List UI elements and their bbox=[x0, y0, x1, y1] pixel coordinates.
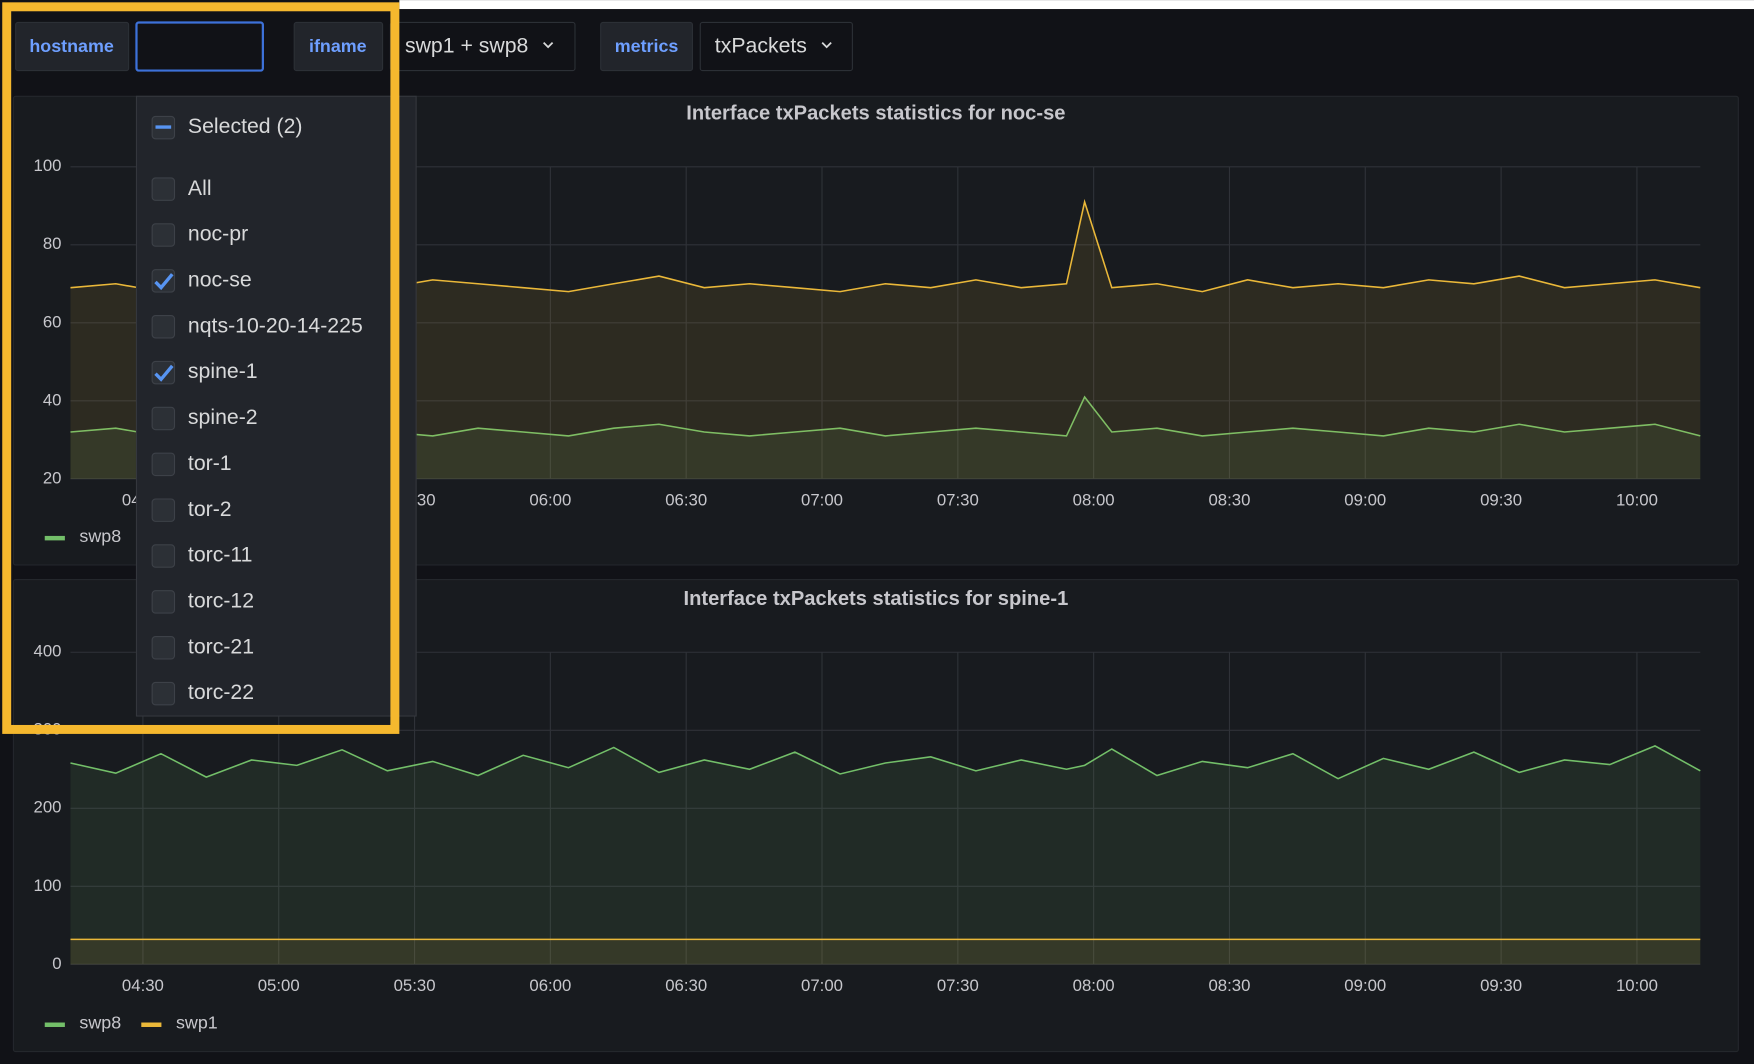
toolbar: hostname ifname swp1 + swp8 metrics txPa… bbox=[16, 22, 853, 70]
option-checkbox[interactable] bbox=[152, 316, 174, 338]
x-tick-label: 07:30 bbox=[937, 976, 979, 995]
option-checkbox[interactable] bbox=[152, 453, 174, 475]
option-label[interactable]: spine-2 bbox=[188, 405, 258, 429]
legend-swatch bbox=[45, 1023, 65, 1027]
dropdown-header: Selected (2) bbox=[188, 114, 303, 138]
option-label[interactable]: torc-12 bbox=[188, 589, 254, 613]
option-checkbox[interactable] bbox=[152, 545, 174, 567]
x-tick-label: 08:30 bbox=[1208, 491, 1250, 510]
y-tick-label: 100 bbox=[34, 876, 62, 895]
x-tick-label: 09:30 bbox=[1480, 976, 1522, 995]
dropdown: Selected (2) All noc-pr noc-se nqts-10-20-1… bbox=[136, 96, 416, 716]
x-tick-label: 09:00 bbox=[1344, 976, 1386, 995]
series-area bbox=[70, 746, 1700, 964]
option-checkbox[interactable] bbox=[152, 637, 174, 659]
x-tick-label: 07:00 bbox=[801, 976, 843, 995]
x-tick-label: 08:30 bbox=[1208, 976, 1250, 995]
header-dash bbox=[155, 125, 171, 128]
y-tick-label: 60 bbox=[43, 312, 62, 331]
x-tick-label: 06:30 bbox=[665, 491, 707, 510]
y-tick-label: 20 bbox=[43, 468, 62, 487]
x-tick-label: 08:00 bbox=[1073, 976, 1115, 995]
metrics-label: metrics bbox=[615, 36, 679, 56]
x-tick-label: 09:30 bbox=[1480, 491, 1522, 510]
option-checkbox[interactable] bbox=[152, 361, 174, 383]
legend-label: swp8 bbox=[79, 526, 121, 546]
option-checkbox[interactable] bbox=[152, 407, 174, 429]
y-tick-label: 100 bbox=[34, 156, 62, 175]
metrics-value: txPackets bbox=[715, 34, 807, 58]
x-tick-label: 08:00 bbox=[1073, 491, 1115, 510]
x-tick-label: 10:00 bbox=[1616, 491, 1658, 510]
y-tick-label: 200 bbox=[34, 798, 62, 817]
x-tick-label: 10:00 bbox=[1616, 976, 1658, 995]
chart-title: Interface txPackets statistics for noc-s… bbox=[686, 103, 1065, 125]
y-tick-label: 40 bbox=[43, 390, 62, 409]
option-label[interactable]: tor-1 bbox=[188, 451, 232, 475]
option-label[interactable]: noc-pr bbox=[188, 222, 248, 246]
x-tick-label: 06:00 bbox=[529, 491, 571, 510]
option-checkbox[interactable] bbox=[152, 224, 174, 246]
series-area bbox=[70, 939, 1700, 964]
x-tick-label: 04:30 bbox=[122, 976, 164, 995]
y-tick-label: 0 bbox=[52, 954, 61, 973]
ifname-label: ifname bbox=[309, 36, 367, 56]
option-checkbox[interactable] bbox=[152, 499, 174, 521]
option-label[interactable]: tor-2 bbox=[188, 497, 232, 521]
option-checkbox[interactable] bbox=[152, 591, 174, 613]
x-tick-label: 07:30 bbox=[937, 491, 979, 510]
dropdown-menu bbox=[136, 96, 416, 716]
x-tick-label: 05:30 bbox=[394, 976, 436, 995]
option-label[interactable]: torc-22 bbox=[188, 680, 254, 704]
x-tick-label: 07:00 bbox=[801, 491, 843, 510]
top-strip bbox=[399, 0, 1754, 9]
option-label[interactable]: torc-11 bbox=[188, 543, 253, 567]
hostname-input[interactable] bbox=[136, 22, 262, 70]
chart-title: Interface txPackets statistics for spine… bbox=[683, 588, 1068, 610]
legend-label: swp1 bbox=[176, 1012, 218, 1032]
option-label[interactable]: noc-se bbox=[188, 267, 252, 291]
option-checkbox[interactable] bbox=[152, 682, 174, 704]
legend-swatch bbox=[141, 1023, 161, 1027]
option-checkbox[interactable] bbox=[152, 270, 174, 292]
option-label[interactable]: nqts-10-20-14-225 bbox=[188, 313, 363, 337]
y-tick-label: 400 bbox=[34, 642, 62, 661]
x-tick-label: 09:00 bbox=[1344, 491, 1386, 510]
legend-label: swp8 bbox=[79, 1012, 121, 1032]
option-label[interactable]: torc-21 bbox=[188, 634, 254, 658]
option-label[interactable]: spine-1 bbox=[188, 359, 258, 383]
y-tick-label: 80 bbox=[43, 234, 62, 253]
ifname-value: swp1 + swp8 bbox=[405, 34, 528, 58]
option-checkbox[interactable] bbox=[152, 178, 174, 200]
hostname-label: hostname bbox=[29, 36, 113, 56]
x-tick-label: 06:00 bbox=[529, 976, 571, 995]
option-label[interactable]: All bbox=[188, 176, 212, 200]
x-tick-label: 05:00 bbox=[258, 976, 300, 995]
legend-swatch bbox=[45, 536, 65, 540]
x-tick-label: 06:30 bbox=[665, 976, 707, 995]
